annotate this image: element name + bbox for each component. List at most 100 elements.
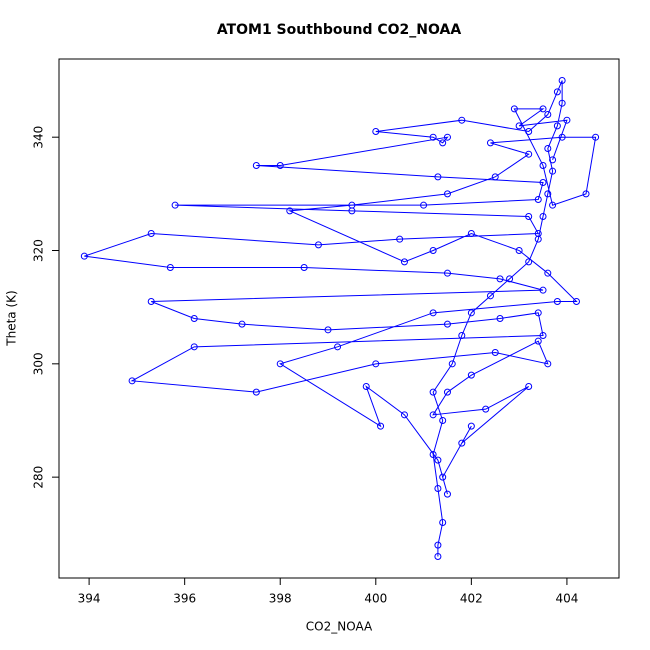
data-point <box>549 167 557 175</box>
data-point <box>443 133 451 141</box>
data-point <box>448 360 456 368</box>
data-point <box>496 275 504 283</box>
data-point <box>491 348 499 356</box>
data-point <box>515 122 523 130</box>
data-point <box>534 196 542 204</box>
data-point <box>377 422 385 430</box>
data-point <box>286 207 294 215</box>
data-point <box>510 105 518 113</box>
data-point <box>544 269 552 277</box>
data-point <box>458 331 466 339</box>
data-point <box>128 377 136 385</box>
data-point <box>582 190 590 198</box>
data-point <box>300 264 308 272</box>
data-point <box>434 552 442 560</box>
data-point <box>443 190 451 198</box>
data-point <box>429 388 437 396</box>
data-point <box>515 247 523 255</box>
data-point <box>434 541 442 549</box>
data-point <box>539 179 547 187</box>
data-point <box>434 456 442 464</box>
data-point <box>549 156 557 164</box>
data-point <box>429 411 437 419</box>
data-point <box>534 337 542 345</box>
data-point <box>439 473 447 481</box>
data-point <box>147 298 155 306</box>
data-point <box>539 105 547 113</box>
data-point <box>558 133 566 141</box>
data-point <box>491 173 499 181</box>
data-line <box>84 80 597 557</box>
data-point <box>252 162 260 170</box>
x-tick-label: 400 <box>364 592 387 606</box>
data-point <box>525 150 533 158</box>
y-tick-label: 280 <box>32 466 46 489</box>
data-point <box>396 235 404 243</box>
data-point <box>439 518 447 526</box>
x-tick-label: 404 <box>555 592 578 606</box>
y-axis-label: Theta (K) <box>5 290 19 346</box>
data-point <box>486 139 494 147</box>
data-point <box>544 145 552 153</box>
data-point <box>467 422 475 430</box>
data-point <box>372 128 380 136</box>
data-point <box>553 122 561 130</box>
data-point <box>190 343 198 351</box>
data-point <box>238 320 246 328</box>
data-point <box>439 139 447 147</box>
y-tick-label: 340 <box>32 126 46 149</box>
data-point <box>429 309 437 317</box>
data-point <box>467 309 475 317</box>
data-point <box>534 309 542 317</box>
data-point <box>539 286 547 294</box>
data-point <box>147 230 155 238</box>
data-point <box>539 331 547 339</box>
data-point <box>443 388 451 396</box>
x-tick-label: 402 <box>460 592 483 606</box>
data-point <box>544 190 552 198</box>
data-point <box>558 99 566 107</box>
data-point <box>434 484 442 492</box>
data-point <box>372 360 380 368</box>
data-point <box>544 360 552 368</box>
data-point <box>482 405 490 413</box>
data-point <box>525 128 533 136</box>
data-point <box>553 88 561 96</box>
data-point <box>458 116 466 124</box>
data-point <box>171 201 179 209</box>
data-point <box>458 439 466 447</box>
y-tick-label: 320 <box>32 239 46 262</box>
data-point <box>525 382 533 390</box>
data-point <box>429 133 437 141</box>
data-point <box>166 264 174 272</box>
data-point <box>572 298 580 306</box>
data-point <box>420 201 428 209</box>
data-point <box>506 275 514 283</box>
data-point <box>467 371 475 379</box>
data-point <box>252 388 260 396</box>
data-point <box>429 247 437 255</box>
data-point <box>549 201 557 209</box>
data-point <box>486 292 494 300</box>
x-axis-label: CO2_NOAA <box>306 620 373 634</box>
data-point <box>348 201 356 209</box>
data-point <box>362 382 370 390</box>
data-point <box>539 162 547 170</box>
data-point <box>563 116 571 124</box>
data-point <box>558 77 566 85</box>
data-point <box>400 258 408 266</box>
data-point <box>276 360 284 368</box>
x-tick-label: 396 <box>173 592 196 606</box>
chart-title: ATOM1 Southbound CO2_NOAA <box>217 22 462 38</box>
data-point <box>429 450 437 458</box>
data-point <box>443 269 451 277</box>
data-point <box>80 252 88 260</box>
data-point <box>544 111 552 119</box>
data-point <box>439 416 447 424</box>
data-point <box>434 173 442 181</box>
x-tick-label: 394 <box>78 592 101 606</box>
x-tick-label: 398 <box>269 592 292 606</box>
y-tick-label: 300 <box>32 352 46 375</box>
